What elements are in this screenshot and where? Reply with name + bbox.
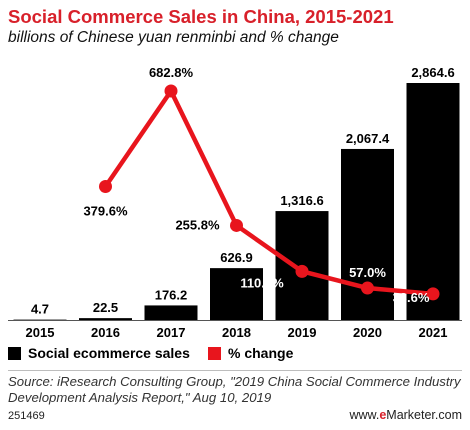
x-tick-label: 2019 <box>288 325 317 340</box>
bar <box>406 83 460 320</box>
chart: 4.7 22.5 176.2 626.9 1,316.6 2,067.4 2,864.6 20… <box>8 65 462 340</box>
brand-logo: www.eMarketer.com <box>349 408 462 422</box>
bar <box>144 305 198 320</box>
source-note: Source: iResearch Consulting Group, "201… <box>8 374 461 405</box>
chart-subtitle: billions of Chinese yuan renminbi and % … <box>8 29 339 46</box>
legend-swatch-change <box>208 346 221 360</box>
line-value-label: 682.8% <box>149 65 194 80</box>
x-tick-label: 2015 <box>26 325 55 340</box>
legend-label-sales: Social ecommerce sales <box>28 345 190 361</box>
x-tick-label: 2018 <box>222 325 251 340</box>
footer-divider <box>8 370 462 371</box>
legend-label-change: % change <box>228 345 294 361</box>
bar-value-label: 22.5 <box>93 300 118 315</box>
line-value-label: 57.0% <box>349 265 386 280</box>
x-tick-label: 2020 <box>353 325 382 340</box>
x-tick-label: 2016 <box>91 325 120 340</box>
bar-value-label: 626.9 <box>220 250 253 265</box>
x-tick-label: 2017 <box>157 325 186 340</box>
bar-value-label: 2,067.4 <box>346 131 390 146</box>
line-point <box>361 281 374 295</box>
line-value-label: 379.6% <box>83 203 128 218</box>
x-tick-label: 2021 <box>419 325 448 340</box>
line-value-label: 110.0% <box>240 275 284 290</box>
bar-value-label: 176.2 <box>155 287 188 302</box>
bar <box>79 318 132 320</box>
line-point <box>426 287 440 301</box>
bar-value-label: 1,316.6 <box>280 193 323 208</box>
line-point <box>295 264 309 278</box>
bar-value-label: 4.7 <box>31 302 49 317</box>
legend-swatch-sales <box>8 346 21 360</box>
series-line-change <box>103 88 436 297</box>
bar <box>13 319 67 321</box>
bar <box>210 268 263 320</box>
line-value-label: 255.8% <box>175 217 220 232</box>
line-point <box>230 218 243 232</box>
line-value-label: 38.6% <box>393 290 430 305</box>
legend-item-sales: Social ecommerce sales <box>8 345 190 361</box>
bar-value-label: 2,864.6 <box>411 65 454 80</box>
line-point <box>99 179 112 193</box>
line-point <box>164 84 178 98</box>
legend-item-change: % change <box>208 345 293 361</box>
chart-title: Social Commerce Sales in China, 2015-202… <box>8 6 394 27</box>
chart-id: 251469 <box>8 410 45 422</box>
